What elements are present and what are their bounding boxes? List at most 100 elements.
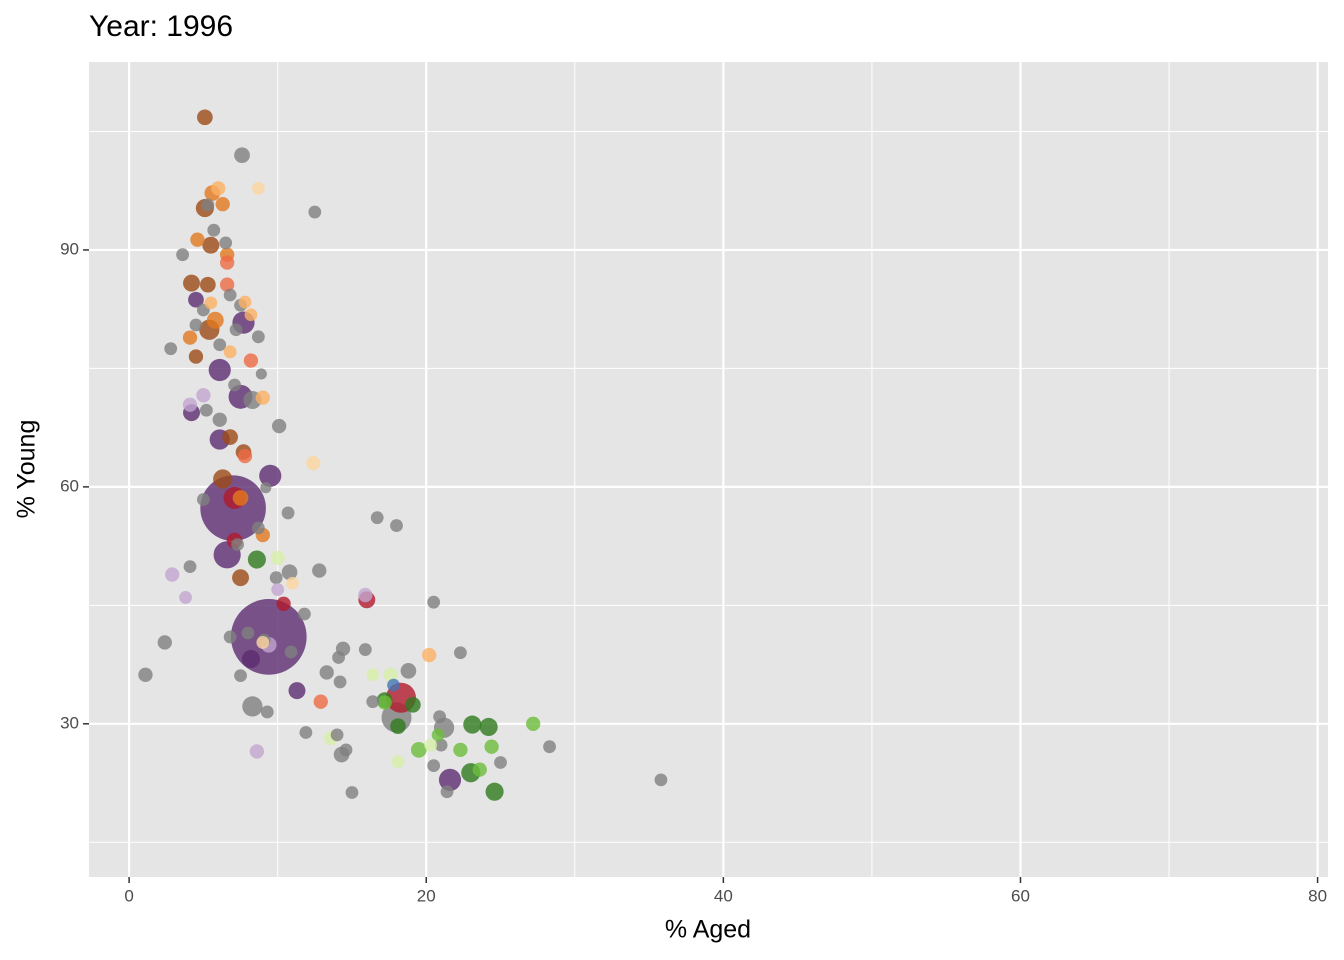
bubble (243, 353, 259, 368)
bubble (247, 550, 266, 569)
bubble (424, 738, 438, 752)
bubble (188, 291, 204, 308)
bubble (234, 147, 250, 164)
bubble (204, 296, 218, 310)
y-tick-label: 90 (60, 239, 79, 258)
bubble (281, 506, 295, 520)
bubble (222, 429, 238, 445)
bubble (232, 490, 249, 506)
bubble (269, 571, 283, 585)
bubble (200, 276, 216, 293)
bubble (244, 308, 258, 322)
bubble (182, 397, 198, 412)
bubble (223, 288, 237, 302)
bubble (213, 469, 233, 489)
ticks: 0 20 40 60 80 30 60 90 (60, 239, 1327, 905)
bubble (211, 181, 226, 196)
bubble (206, 311, 224, 329)
bubble (232, 569, 249, 587)
bubble (339, 743, 353, 757)
bubble (306, 456, 321, 471)
y-axis-title: % Young (13, 420, 41, 519)
bubble (494, 756, 507, 769)
bubble (526, 716, 541, 731)
x-tick-label: 20 (417, 886, 436, 905)
bubble (183, 274, 200, 292)
bubble (223, 345, 237, 359)
bubble (176, 248, 189, 262)
bubble (390, 519, 403, 532)
bubble (281, 564, 298, 581)
bubble (251, 521, 265, 535)
bubble (377, 695, 392, 710)
bubble (345, 786, 359, 799)
bubble (229, 323, 243, 337)
bubble (479, 717, 498, 737)
bubble (213, 338, 227, 352)
plot-panel (89, 62, 1328, 877)
bubble (190, 232, 205, 247)
bubble (256, 636, 270, 649)
bubble (366, 668, 380, 682)
bubble (249, 744, 265, 759)
bubble (179, 591, 192, 604)
bubble (313, 694, 328, 709)
x-tick-label: 60 (1011, 886, 1030, 905)
bubble (453, 742, 468, 758)
bubble (219, 236, 233, 250)
bubble (183, 560, 197, 574)
points (138, 109, 668, 801)
bubble (255, 368, 267, 380)
bubble (472, 762, 487, 777)
y-tick-label: 30 (60, 713, 79, 732)
bubble (208, 358, 231, 382)
bubble (387, 678, 400, 692)
bubble (330, 728, 344, 742)
bubble (654, 773, 668, 787)
bubble (215, 196, 230, 212)
bubble (434, 738, 448, 752)
bubble (164, 342, 178, 356)
bubble (286, 576, 299, 590)
bubble (312, 563, 327, 578)
bubble (383, 667, 398, 682)
bubble (400, 663, 417, 679)
bubble (405, 697, 421, 713)
bubble (241, 649, 260, 669)
bubble (484, 739, 499, 754)
bubble (242, 696, 263, 717)
bubble (390, 718, 406, 735)
bubble (251, 181, 265, 195)
bubble (308, 205, 322, 219)
bubble (427, 595, 441, 609)
bubble (196, 493, 210, 506)
bubble (228, 378, 241, 392)
chart-title: Year: 1996 (89, 10, 233, 43)
bubble (271, 583, 285, 596)
bubble (370, 511, 384, 525)
bubble (212, 412, 227, 427)
bubble (251, 330, 265, 344)
bubble (422, 647, 437, 663)
bubble (188, 349, 204, 364)
bubble (366, 695, 380, 709)
bubble (427, 759, 441, 773)
bubble (231, 538, 244, 551)
bubble (199, 403, 213, 417)
bubble (238, 295, 252, 309)
bubble (196, 388, 211, 403)
grid (89, 62, 1328, 877)
bubble (463, 715, 482, 734)
bubble (288, 682, 306, 700)
bubble (207, 223, 221, 237)
bubble (202, 236, 220, 254)
bubble (319, 665, 334, 680)
bubble (440, 785, 454, 799)
bubble (391, 755, 405, 769)
bubble (433, 710, 447, 724)
bubble (454, 646, 467, 660)
x-axis-title: % Aged (665, 916, 751, 944)
bubble (333, 675, 347, 689)
bubble (201, 198, 215, 212)
bubble (332, 651, 345, 664)
